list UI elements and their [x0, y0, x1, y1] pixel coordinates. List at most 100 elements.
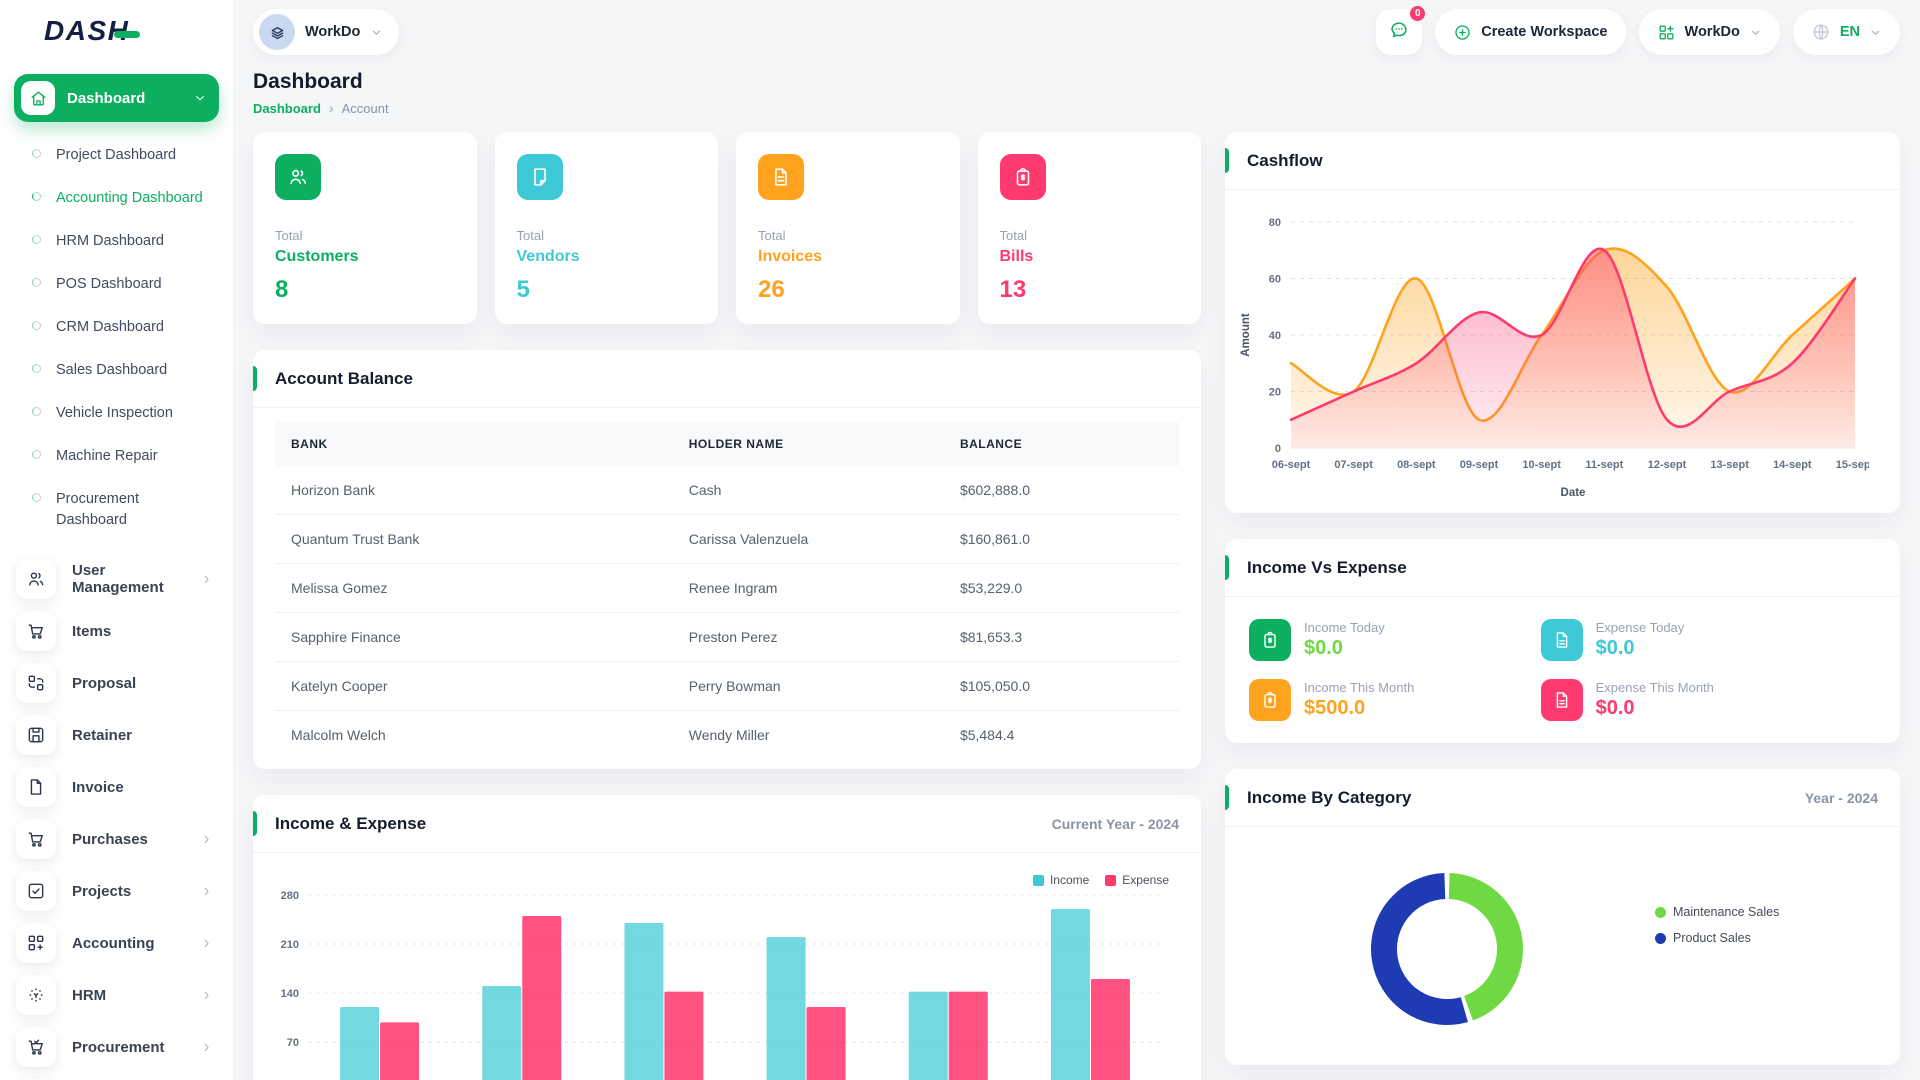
- account-balance-panel: Account Balance BANK HOLDER NAME BALANCE H…: [253, 350, 1201, 769]
- svg-text:14-sept: 14-sept: [1773, 459, 1812, 471]
- cashflow-panel: Cashflow 0 20 40 60 80 06-sept 07-sept 08-sept 0…: [1225, 132, 1900, 513]
- workspace-label: WorkDo: [305, 24, 361, 40]
- table-cell: Malcolm Welch: [291, 727, 386, 743]
- sidebar-item-invoice[interactable]: Invoice: [14, 762, 219, 812]
- breadcrumb: Dashboard › Account: [253, 100, 1900, 116]
- table-cell: Horizon Bank: [275, 466, 673, 515]
- income-vs-expense-grid: Income Today $0.0 Expense Today $0.0 Income …: [1225, 597, 1900, 743]
- sidebar-item-hrm[interactable]: HRM: [14, 970, 219, 1020]
- breadcrumb-dashboard-link[interactable]: Dashboard: [253, 100, 321, 116]
- income-by-category-panel: Income By Category Year - 2024 Maintenan…: [1225, 769, 1900, 1065]
- table-row: Melissa Gomez Renee Ingram $53,229.0: [275, 563, 1179, 613]
- stat-card-customers: Total Customers 8: [253, 132, 477, 324]
- app-logo[interactable]: DASH: [0, 0, 233, 62]
- svg-text:06-sept: 06-sept: [1272, 459, 1311, 471]
- sidebar-subitem-sales-dashboard[interactable]: Sales Dashboard: [32, 349, 219, 392]
- sidebar-item-retainer[interactable]: Retainer: [14, 710, 219, 760]
- sidebar-item-pos[interactable]: POS: [14, 1074, 219, 1080]
- sidebar-item-label: Items: [72, 622, 112, 640]
- cashflow-title: Cashflow: [1247, 150, 1323, 170]
- sidebar-item-proposal[interactable]: Proposal: [14, 658, 219, 708]
- sidebar-subitem-crm-dashboard[interactable]: CRM Dashboard: [32, 306, 219, 349]
- chevron-down-icon: [1869, 26, 1882, 39]
- page-title: Dashboard: [253, 70, 363, 93]
- cart-icon: [16, 611, 56, 652]
- ive-item-expense-today: Expense Today $0.0: [1540, 619, 1876, 661]
- table-cell: Perry Bowman: [672, 661, 944, 711]
- sidebar-subitem-procurement-dashboard[interactable]: Procurement Dashboard: [32, 478, 219, 542]
- stat-label: Invoices: [758, 248, 823, 265]
- sidebar-subitem-label: HRM Dashboard: [56, 233, 164, 250]
- topbar: WorkDo 0 Create Workspace WorkDo EN: [233, 0, 1920, 64]
- sidebar-item-label: User Management: [72, 562, 164, 597]
- chevron-right-icon: [200, 1041, 213, 1054]
- table-cell: Preston Perez: [672, 612, 944, 662]
- cashflow-area-chart: 0 20 40 60 80 06-sept 07-sept 08-sept 09-sept 10-…: [1233, 202, 1890, 509]
- sidebar-item-items[interactable]: Items: [14, 606, 219, 656]
- svg-text:140: 140: [281, 988, 299, 1000]
- sidebar-subitem-pos-dashboard[interactable]: POS Dashboard: [32, 263, 219, 306]
- income-expense-chart-panel: Income & Expense Current Year - 2024 Inc…: [253, 795, 1201, 1080]
- bills-icon: [999, 154, 1046, 200]
- bullet-icon: [32, 450, 41, 460]
- sidebar: DASH Dashboard Project Dashboard Accounti…: [0, 0, 233, 1080]
- table-cell: Melissa Gomez: [275, 563, 673, 613]
- svg-text:07-sept: 07-sept: [1334, 459, 1373, 471]
- create-workspace-button[interactable]: Create Workspace: [1435, 9, 1626, 55]
- sidebar-subitem-label: Vehicle Inspection: [56, 405, 173, 422]
- table-cell: $160,861.0: [943, 514, 1179, 564]
- svg-text:70: 70: [287, 1037, 299, 1049]
- sidebar-subitem-accounting-dashboard[interactable]: Accounting Dashboard: [32, 177, 219, 220]
- messages-button[interactable]: 0: [1376, 4, 1428, 55]
- chat-icon: [1388, 19, 1410, 46]
- stat-total-label: Total: [999, 228, 1027, 243]
- home-icon: [21, 81, 55, 115]
- table-cell: Sapphire Finance: [275, 612, 673, 662]
- table-header: BALANCE: [943, 422, 1179, 466]
- language-selector[interactable]: EN: [1792, 9, 1900, 55]
- income-by-category-title: Income By Category: [1247, 787, 1412, 807]
- sidebar-item-procurement[interactable]: Procurement: [14, 1022, 219, 1072]
- sidebar-item-accounting[interactable]: Accounting: [14, 918, 219, 968]
- users-icon: [16, 559, 56, 600]
- apps-menu-button[interactable]: WorkDo: [1638, 9, 1780, 55]
- svg-text:09-sept: 09-sept: [1460, 459, 1499, 471]
- procurement-icon: [16, 1027, 56, 1068]
- workspace-avatar: [259, 14, 295, 50]
- sidebar-item-user-management[interactable]: User Management: [14, 554, 219, 604]
- sidebar-subitem-vehicle-inspection[interactable]: Vehicle Inspection: [32, 392, 219, 435]
- sidebar-item-projects[interactable]: Projects: [14, 866, 219, 916]
- accounting-icon: [16, 923, 56, 964]
- donut-legend-item-product-sales: Product Sales: [1655, 931, 1779, 945]
- sidebar-item-label: Purchases: [72, 830, 148, 848]
- svg-text:210: 210: [281, 939, 299, 951]
- workspace-switcher[interactable]: WorkDo: [253, 9, 400, 55]
- sidebar-item-purchases[interactable]: Purchases: [14, 814, 219, 864]
- sidebar-subitem-label: Project Dashboard: [56, 147, 177, 163]
- messages-badge: 0: [1408, 4, 1428, 23]
- stat-card-vendors: Total Vendors 5: [494, 132, 718, 324]
- bullet-icon: [32, 235, 41, 245]
- table-header: BANK: [275, 422, 673, 466]
- stat-value: 5: [516, 276, 530, 303]
- table-cell: Cash: [672, 466, 944, 515]
- svg-text:60: 60: [1269, 274, 1281, 286]
- legend-item-income: Income: [1032, 873, 1089, 887]
- dashboard-submenu: Project Dashboard Accounting Dashboard HRM…: [14, 122, 219, 548]
- income-by-category-period: Year - 2024: [1804, 789, 1878, 806]
- table-header: HOLDER NAME: [672, 422, 944, 466]
- sidebar-item-dashboard[interactable]: Dashboard: [14, 74, 219, 122]
- apps-grid-icon: [1657, 23, 1676, 42]
- sidebar-subitem-label: CRM Dashboard: [56, 319, 164, 336]
- ive-label: Income This Month: [1304, 680, 1415, 695]
- sidebar-subitem-project-dashboard[interactable]: Project Dashboard: [32, 134, 219, 177]
- stat-label: Vendors: [516, 248, 580, 265]
- sidebar-subitem-hrm-dashboard[interactable]: HRM Dashboard: [32, 220, 219, 263]
- invoices-icon: [758, 154, 804, 200]
- svg-text:280: 280: [281, 890, 299, 902]
- sidebar-subitem-machine-repair[interactable]: Machine Repair: [32, 435, 219, 478]
- donut-legend: Maintenance Sales Product Sales: [1655, 905, 1779, 945]
- table-cell: $5,484.4: [959, 727, 1015, 743]
- income-expense-period: Current Year - 2024: [1051, 815, 1179, 832]
- bullet-icon: [32, 407, 41, 417]
